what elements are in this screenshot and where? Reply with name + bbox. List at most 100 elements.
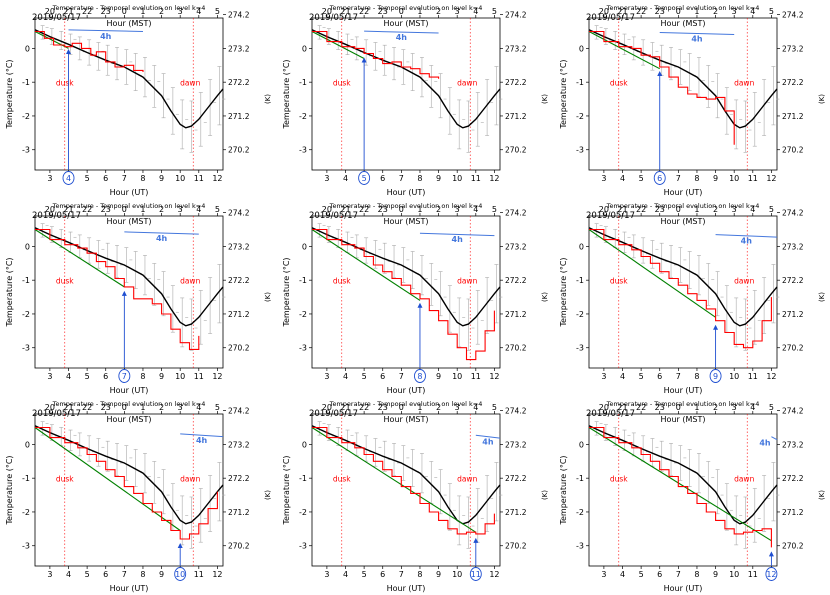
x-tick-label: 11 <box>194 372 204 381</box>
error-bar <box>669 245 678 279</box>
panel-title: Temperature - Temporal evolution on leve… <box>52 202 206 210</box>
error-bar <box>447 87 456 135</box>
top-tick-label: 4 <box>473 403 478 412</box>
x-tick-label: 8 <box>694 174 699 183</box>
top-tick-label: 3 <box>455 403 460 412</box>
observed-temperature-line <box>312 228 495 361</box>
top-axis-label: Hour (MST) <box>661 19 706 28</box>
top-tick-label: 22 <box>636 205 646 214</box>
top-tick-label: 21 <box>340 7 350 16</box>
top-tick-label: 5 <box>769 403 774 412</box>
marker-label: 8 <box>417 372 422 381</box>
plot-frame <box>34 17 224 171</box>
x-tick-label: 4 <box>620 174 625 183</box>
y-tick-label: 0 <box>302 44 307 53</box>
dusk-label: dusk <box>610 79 628 88</box>
x-tick-label: 10 <box>729 372 739 381</box>
x-tick-label: 9 <box>159 372 164 381</box>
chart-panel: Temperature - Temporal evolution on leve… <box>0 0 276 198</box>
right-tick-label: 270.2 <box>782 542 804 551</box>
top-tick-label: 4 <box>196 205 201 214</box>
error-bar <box>715 271 724 317</box>
top-tick-label: 20 <box>599 403 609 412</box>
window-label: 4h <box>741 237 753 246</box>
error-bar <box>170 87 179 135</box>
plot-frame <box>311 215 501 369</box>
mean-temperature-line <box>34 29 224 129</box>
error-bar <box>724 483 733 531</box>
window-label: 4h <box>759 439 771 448</box>
x-axis-label: Hour (UT) <box>110 188 149 197</box>
error-bar <box>724 285 733 333</box>
error-bar <box>762 79 771 136</box>
error-bar <box>475 290 484 345</box>
y-tick-label: -1 <box>576 276 584 285</box>
right-tick-label: 271.2 <box>505 310 527 319</box>
y-tick-label: -2 <box>299 508 307 517</box>
dawn-label: dawn <box>457 277 477 286</box>
error-bar <box>696 57 705 98</box>
error-bar <box>401 445 410 481</box>
y-tick-label: 0 <box>25 440 30 449</box>
y-axis-label: Temperature (°C) <box>5 257 14 327</box>
top-tick-label: 1 <box>694 205 699 214</box>
x-tick-label: 7 <box>676 570 681 579</box>
x-axis-label: Hour (UT) <box>664 386 703 395</box>
x-tick-label: 5 <box>639 570 644 579</box>
chart-svg: Temperature - Temporal evolution on leve… <box>559 400 826 593</box>
error-bar <box>752 488 761 543</box>
x-tick-label: 8 <box>417 174 422 183</box>
chart-panel: Temperature - Temporal evolution on leve… <box>0 198 276 396</box>
error-bar <box>494 462 503 522</box>
model-temperature-line <box>588 31 660 70</box>
window-label: 4h <box>452 235 464 244</box>
y-tick-label: 0 <box>302 440 307 449</box>
y-tick-label: -3 <box>299 542 307 551</box>
error-bar <box>438 469 447 515</box>
y-axis-label: Temperature (°C) <box>559 455 568 525</box>
right-tick-label: 272.2 <box>782 276 804 285</box>
dusk-label: dusk <box>56 79 74 88</box>
x-tick-label: 8 <box>140 570 145 579</box>
panel-title: Temperature - Temporal evolution on leve… <box>606 202 760 210</box>
x-tick-label: 3 <box>601 372 606 381</box>
top-tick-label: 23 <box>101 205 111 214</box>
top-tick-label: 0 <box>122 7 127 16</box>
panel-title: Temperature - Temporal evolution on leve… <box>606 4 760 12</box>
right-tick-label: 272.2 <box>505 78 527 87</box>
top-tick-label: 4 <box>473 205 478 214</box>
marker-label: 4 <box>66 174 71 183</box>
error-bar <box>485 277 494 334</box>
top-tick-label: 0 <box>676 7 681 16</box>
right-tick-label: 273.2 <box>782 242 804 251</box>
right-tick-label: 272.2 <box>228 78 250 87</box>
right-axis-label: (K) <box>818 292 826 302</box>
right-tick-label: 273.2 <box>505 44 527 53</box>
panel-title: Temperature - Temporal evolution on leve… <box>329 400 483 408</box>
y-tick-label: -1 <box>299 78 307 87</box>
top-axis-label: Hour (MST) <box>661 217 706 226</box>
y-tick-label: 0 <box>579 242 584 251</box>
y-tick-label: -3 <box>22 542 30 551</box>
top-tick-label: 5 <box>492 7 497 16</box>
x-tick-label: 8 <box>694 372 699 381</box>
y-axis-label: Temperature (°C) <box>559 257 568 327</box>
error-bar <box>198 488 207 543</box>
top-tick-label: 1 <box>694 403 699 412</box>
right-tick-label: 272.2 <box>505 474 527 483</box>
y-tick-label: -3 <box>299 344 307 353</box>
top-tick-label: 5 <box>492 205 497 214</box>
top-tick-label: 23 <box>101 403 111 412</box>
y-axis-label: Temperature (°C) <box>282 455 291 525</box>
top-tick-label: 2 <box>159 7 164 16</box>
error-bar <box>180 297 189 348</box>
x-tick-label: 3 <box>324 174 329 183</box>
error-bar <box>706 263 715 306</box>
top-tick-label: 1 <box>417 403 422 412</box>
arrow-head-icon <box>361 57 367 63</box>
right-tick-label: 274.2 <box>782 407 804 416</box>
y-tick-label: -3 <box>576 344 584 353</box>
x-tick-label: 8 <box>417 570 422 579</box>
x-tick-label: 9 <box>436 372 441 381</box>
error-bar <box>447 483 456 531</box>
